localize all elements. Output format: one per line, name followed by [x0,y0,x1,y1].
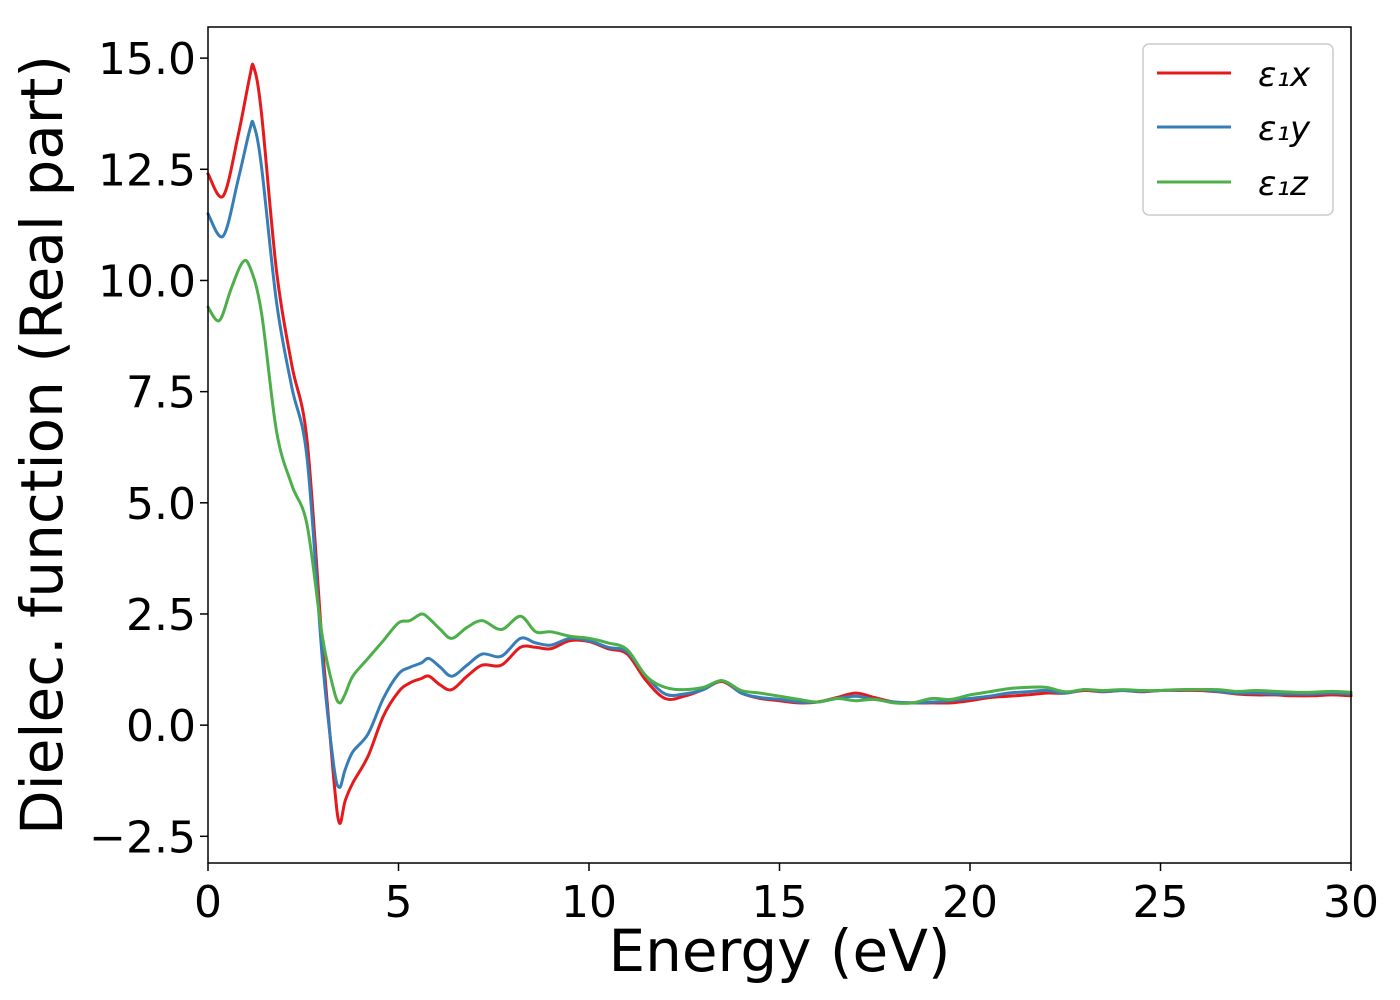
x-tick-label: 15 [752,877,808,928]
x-axis-label: Energy (eV) [608,917,950,985]
x-tick-label: 10 [561,877,617,928]
legend: ε₁x ε₁y ε₁z [1142,43,1334,216]
legend-box [1142,43,1334,216]
series-lines [206,62,1353,825]
y-tick-label: 7.5 [126,368,196,419]
y-tick-label: 5.0 [126,479,196,530]
legend-label-x: ε₁x [1258,55,1311,95]
y-tick-label: 12.5 [98,145,196,196]
series-line-z [206,258,1353,705]
y-axis-ticks: −2.5 0.0 2.5 5.0 7.5 10.0 12.5 15.0 [89,34,208,863]
y-tick-label: 10.0 [98,256,196,307]
y-axis-label: Dielec. function (Real part) [8,55,76,835]
x-tick-label: 20 [942,877,998,928]
x-tick-label: 25 [1133,877,1189,928]
x-axis-ticks: 0 5 10 15 20 25 30 [194,863,1379,928]
y-tick-label: 15.0 [98,34,196,85]
y-tick-label: 0.0 [126,701,196,752]
x-tick-label: 0 [194,877,222,928]
x-tick-label: 5 [385,877,413,928]
legend-label-y: ε₁y [1258,109,1311,149]
y-tick-label: 2.5 [126,590,196,641]
y-tick-label: −2.5 [89,812,196,863]
x-tick-label: 30 [1323,877,1379,928]
legend-label-z: ε₁z [1258,164,1309,204]
